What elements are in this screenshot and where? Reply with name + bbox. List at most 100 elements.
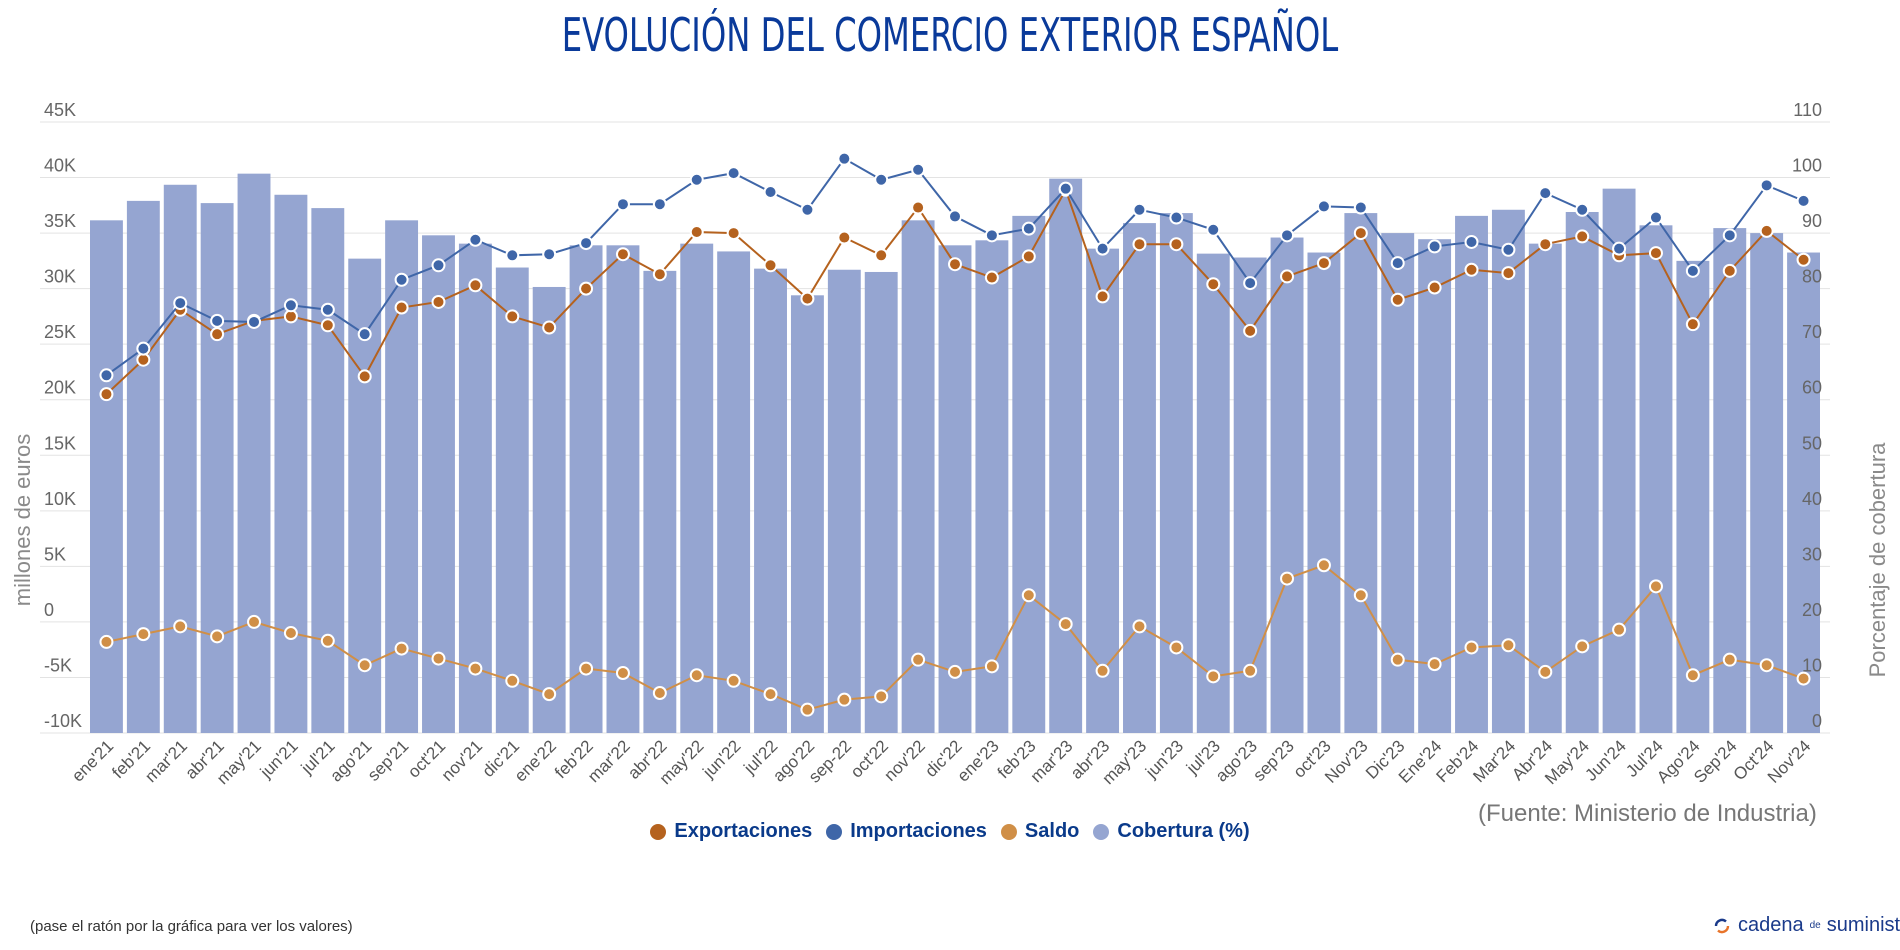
- importaciones-point[interactable]: [874, 172, 889, 187]
- saldo-point[interactable]: [173, 619, 188, 634]
- saldo-point[interactable]: [652, 686, 667, 701]
- cobertura-bar[interactable]: [422, 235, 455, 733]
- cobertura-bar[interactable]: [1602, 188, 1636, 733]
- exportaciones-point[interactable]: [1427, 280, 1442, 295]
- cobertura-bar[interactable]: [1307, 252, 1341, 734]
- cobertura-bar[interactable]: [606, 245, 640, 733]
- importaciones-point[interactable]: [468, 232, 483, 247]
- importaciones-point[interactable]: [1501, 242, 1516, 257]
- saldo-point[interactable]: [394, 641, 409, 656]
- cobertura-bar[interactable]: [126, 200, 160, 734]
- importaciones-point[interactable]: [1169, 210, 1184, 225]
- saldo-point[interactable]: [984, 659, 999, 674]
- cobertura-bar[interactable]: [458, 243, 492, 734]
- cobertura-bar[interactable]: [1344, 213, 1378, 733]
- importaciones-point[interactable]: [99, 368, 114, 383]
- exportaciones-point[interactable]: [911, 200, 926, 215]
- saldo-point[interactable]: [1390, 652, 1405, 667]
- saldo-point[interactable]: [542, 687, 557, 702]
- saldo-point[interactable]: [837, 692, 852, 707]
- saldo-point[interactable]: [247, 614, 262, 629]
- exportaciones-point[interactable]: [763, 258, 778, 273]
- saldo-point[interactable]: [726, 673, 741, 688]
- exportaciones-point[interactable]: [1759, 223, 1774, 238]
- saldo-point[interactable]: [1722, 652, 1737, 667]
- importaciones-point[interactable]: [136, 341, 151, 356]
- importaciones-point[interactable]: [1796, 193, 1811, 208]
- saldo-point[interactable]: [1464, 640, 1479, 655]
- importaciones-point[interactable]: [911, 162, 926, 177]
- saldo-point[interactable]: [1612, 622, 1627, 637]
- cobertura-bar[interactable]: [1012, 215, 1046, 733]
- exportaciones-point[interactable]: [542, 320, 557, 335]
- importaciones-point[interactable]: [1538, 186, 1553, 201]
- exportaciones-point[interactable]: [1648, 246, 1663, 261]
- exportaciones-point[interactable]: [1243, 323, 1258, 338]
- exportaciones-point[interactable]: [800, 291, 815, 306]
- cobertura-bar[interactable]: [1049, 178, 1083, 733]
- cobertura-bar[interactable]: [717, 251, 751, 734]
- cobertura-bar[interactable]: [680, 243, 714, 734]
- exportaciones-point[interactable]: [652, 267, 667, 282]
- importaciones-point[interactable]: [1648, 210, 1663, 225]
- saldo-point[interactable]: [1095, 663, 1110, 678]
- importaciones-point[interactable]: [579, 236, 594, 251]
- saldo-point[interactable]: [1648, 579, 1663, 594]
- exportaciones-point[interactable]: [1132, 237, 1147, 252]
- importaciones-point[interactable]: [394, 272, 409, 287]
- saldo-point[interactable]: [911, 652, 926, 667]
- importaciones-point[interactable]: [763, 184, 778, 199]
- saldo-point[interactable]: [615, 666, 630, 681]
- exportaciones-point[interactable]: [1722, 263, 1737, 278]
- exportaciones-point[interactable]: [1021, 249, 1036, 264]
- importaciones-point[interactable]: [1612, 241, 1627, 256]
- exportaciones-point[interactable]: [1685, 317, 1700, 332]
- saldo-point[interactable]: [1685, 668, 1700, 683]
- exportaciones-point[interactable]: [579, 281, 594, 296]
- exportaciones-point[interactable]: [1501, 266, 1516, 281]
- legend-item-cobertura[interactable]: Cobertura (%): [1093, 820, 1250, 843]
- importaciones-point[interactable]: [1243, 276, 1258, 291]
- saldo-point[interactable]: [1575, 639, 1590, 654]
- exportaciones-point[interactable]: [1390, 292, 1405, 307]
- importaciones-point[interactable]: [1390, 256, 1405, 271]
- saldo-point[interactable]: [1206, 669, 1221, 684]
- importaciones-point[interactable]: [1575, 202, 1590, 217]
- cobertura-bar[interactable]: [532, 286, 566, 733]
- exportaciones-point[interactable]: [1538, 237, 1553, 252]
- cobertura-bar[interactable]: [1750, 233, 1784, 733]
- importaciones-point[interactable]: [800, 202, 815, 217]
- saldo-point[interactable]: [505, 673, 520, 688]
- legend-item-exportaciones[interactable]: Exportaciones: [650, 820, 812, 843]
- cobertura-bar[interactable]: [1528, 243, 1562, 734]
- importaciones-point[interactable]: [1206, 222, 1221, 237]
- exportaciones-point[interactable]: [1316, 256, 1331, 271]
- cobertura-bar[interactable]: [827, 269, 861, 733]
- importaciones-point[interactable]: [173, 296, 188, 311]
- saldo-point[interactable]: [1759, 658, 1774, 673]
- saldo-point[interactable]: [136, 627, 151, 642]
- cobertura-bar[interactable]: [864, 271, 898, 733]
- cobertura-bar[interactable]: [1676, 260, 1710, 733]
- importaciones-point[interactable]: [283, 298, 298, 313]
- cobertura-bar[interactable]: [495, 267, 529, 733]
- exportaciones-point[interactable]: [1206, 277, 1221, 292]
- exportaciones-point[interactable]: [99, 387, 114, 402]
- cobertura-bar[interactable]: [754, 268, 787, 733]
- importaciones-point[interactable]: [1464, 234, 1479, 249]
- importaciones-point[interactable]: [1316, 199, 1331, 214]
- legend-item-importaciones[interactable]: Importaciones: [826, 820, 987, 843]
- exportaciones-point[interactable]: [1280, 269, 1295, 284]
- exportaciones-point[interactable]: [837, 230, 852, 245]
- saldo-point[interactable]: [99, 634, 114, 649]
- importaciones-point[interactable]: [1685, 263, 1700, 278]
- saldo-point[interactable]: [1280, 571, 1295, 586]
- cobertura-bar[interactable]: [1418, 239, 1452, 733]
- exportaciones-point[interactable]: [1095, 289, 1110, 304]
- cobertura-bar[interactable]: [90, 220, 123, 734]
- exportaciones-point[interactable]: [320, 318, 335, 333]
- cobertura-bar[interactable]: [1713, 228, 1747, 734]
- cobertura-bar[interactable]: [790, 295, 824, 733]
- saldo-point[interactable]: [1316, 558, 1331, 573]
